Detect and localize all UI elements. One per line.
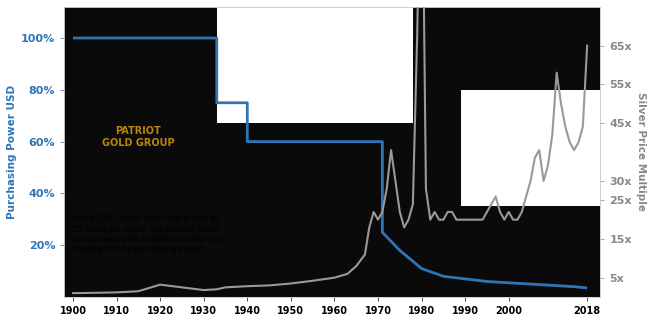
- Bar: [422, 7, 465, 297]
- Text: PATRIOT
GOLD GROUP: PATRIOT GOLD GROUP: [102, 126, 174, 148]
- FancyBboxPatch shape: [357, 123, 413, 297]
- Bar: [247, 7, 357, 152]
- Y-axis label: Silver Price Multiple: Silver Price Multiple: [636, 92, 646, 212]
- FancyBboxPatch shape: [217, 123, 357, 297]
- FancyBboxPatch shape: [413, 7, 461, 297]
- FancyBboxPatch shape: [461, 206, 600, 297]
- FancyBboxPatch shape: [64, 7, 217, 297]
- Bar: [465, 7, 600, 297]
- Text: Since 1900, when silver was priced at
25 cents per ounce, the price of silver
ha: Since 1900, when silver was priced at 25…: [73, 214, 223, 254]
- FancyBboxPatch shape: [461, 7, 600, 90]
- Y-axis label: Purchasing Power USD: Purchasing Power USD: [7, 85, 17, 219]
- Bar: [217, 7, 247, 152]
